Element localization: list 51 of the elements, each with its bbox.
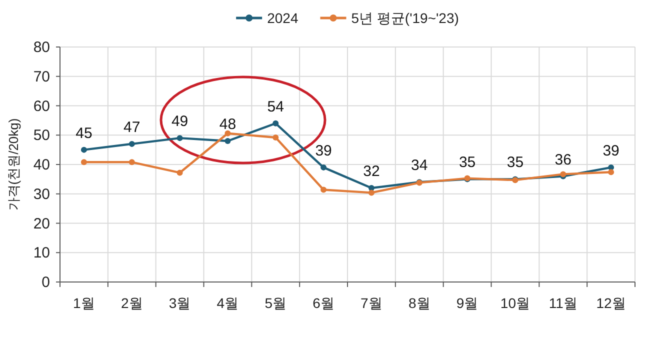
x-tick-label: 10월 [500,295,530,311]
data-label: 36 [554,151,572,168]
x-tick-label: 9월 [456,295,478,311]
point [224,138,231,144]
data-label: 32 [363,163,380,180]
y-tick-label: 40 [33,156,50,174]
x-tick-label: 1월 [73,295,95,311]
legend-label: 5년 평균('19~'23) [351,10,459,26]
point [176,170,183,176]
x-tick-label: 2월 [120,295,143,311]
point [80,159,87,166]
point [128,140,135,147]
y-tick-label: 60 [33,98,50,115]
data-label: 49 [171,113,188,130]
y-tick-label: 50 [33,127,50,144]
x-tick-label: 8월 [408,295,430,311]
data-label: 54 [267,98,284,116]
point [320,186,327,193]
data-label: 34 [411,157,428,174]
data-label: 45 [76,124,92,142]
point [368,185,374,191]
x-tick-label: 5월 [264,295,287,311]
data-label: 35 [506,154,524,172]
point [224,130,231,136]
y-axis-title: 가격(천원/20kg) [6,118,21,211]
x-tick-label: 4월 [216,295,239,311]
point [80,146,87,153]
data-label: 48 [219,116,236,133]
y-tick-label: 10 [33,244,50,262]
x-tick-label: 12월 [596,295,626,311]
x-tick-label: 7월 [360,295,382,311]
point [272,120,279,126]
x-tick-label: 6월 [312,295,334,311]
point [368,190,374,196]
data-label: 39 [602,142,620,160]
y-tick-label: 0 [42,274,50,291]
point [176,135,183,142]
point [128,159,135,166]
data-label: 35 [458,154,476,172]
y-tick-label: 70 [33,68,50,86]
point [272,134,279,140]
point [320,164,327,170]
data-label: 47 [124,118,140,136]
point [608,169,614,176]
y-tick-label: 20 [33,215,50,232]
data-label: 39 [315,142,332,160]
y-tick-label: 30 [33,186,50,203]
x-tick-label: 11월 [548,295,578,311]
legend-label: 2024 [267,10,298,26]
x-tick-label: 3월 [168,295,191,311]
y-tick-label: 80 [33,39,50,56]
